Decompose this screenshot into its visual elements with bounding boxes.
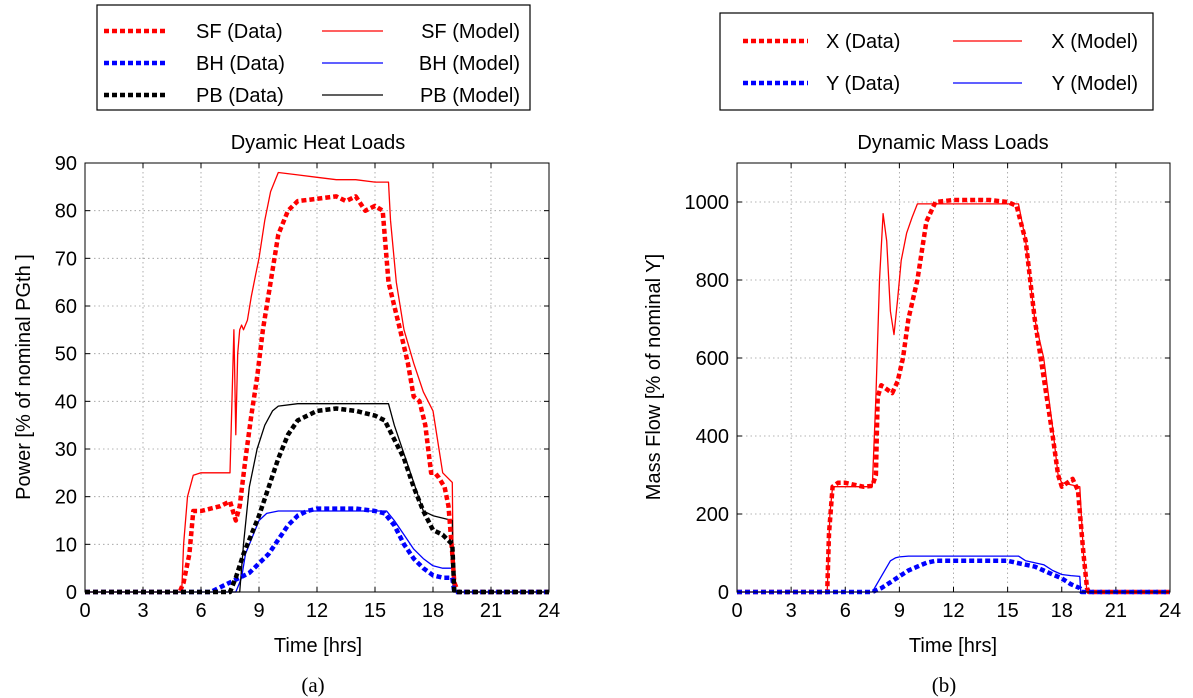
tick-labels: 0 3 6 9 12 15 18 21 24 0 200 400 600 800 1000 [685,192,1182,622]
series-line-x-data [737,197,1170,595]
legend-label: BH (Data) [196,53,285,75]
x-tick-label: 0 [79,600,90,622]
legend-label: PB (Data) [196,85,284,107]
legend-label: Y (Data) [826,73,900,95]
x-axis-label: Time [hrs] [909,635,997,657]
x-tick-label: 9 [894,600,905,622]
panel-caption: (a) [301,673,324,697]
y-tick-label: 50 [55,344,77,366]
x-tick-label: 24 [538,600,560,622]
series-group [737,197,1170,595]
legend: X (Data) Y (Data) X (Model) Y (Model) [743,31,1138,95]
legend-label: Y (Model) [1052,73,1138,95]
panel-caption: (b) [932,673,957,697]
y-tick-label: 600 [696,348,729,370]
legend: SF (Data) BH (Data) PB (Data) SF (Model) BH … [104,21,520,107]
y-tick-label: 40 [55,391,77,413]
x-tick-label: 21 [480,600,502,622]
x-tick-label: 3 [137,600,148,622]
x-tick-label: 12 [942,600,964,622]
legend-box [719,12,1154,111]
series-line-y-data [737,558,1170,595]
y-tick-label: 10 [55,534,77,556]
legend-label: SF (Model) [421,21,520,43]
series-line-pb-model [85,403,549,593]
x-tick-label: 24 [1159,600,1181,622]
series-line-sf-model [85,171,549,593]
series-line-pb-data [85,406,549,595]
chart-title: Dyamic Heat Loads [231,132,406,154]
x-tick-label: 21 [1105,600,1127,622]
y-axis-label: Power [% of nominal PGth ] [13,254,35,500]
x-tick-label: 0 [731,600,742,622]
x-tick-label: 15 [364,600,386,622]
legend-label: BH (Model) [419,53,520,75]
y-tick-label: 90 [55,153,77,175]
y-tick-label: 200 [696,504,729,526]
legend-label: X (Data) [826,31,900,53]
y-tick-label: 60 [55,296,77,318]
legend-label: X (Model) [1051,31,1138,53]
y-tick-label: 400 [696,426,729,448]
chart-panel-mass-loads: X (Data) Y (Data) X (Model) Y (Model) Dynam… [643,12,1182,697]
y-tick-label: 80 [55,201,77,223]
tick-labels: 0 3 6 9 12 15 18 21 24 0 10 20 30 40 50 60 70 80 90 [55,153,560,622]
y-tick-label: 70 [55,248,77,270]
legend-label: PB (Model) [420,85,520,107]
grid [736,163,1171,593]
x-tick-label: 15 [997,600,1019,622]
chart-title: Dynamic Mass Loads [857,132,1048,154]
x-tick-label: 18 [1051,600,1073,622]
series-line-y-model [737,555,1170,593]
plot-frame [736,162,1171,593]
x-tick-label: 18 [422,600,444,622]
y-axis-label: Mass Flow [% of nominal Y] [643,254,665,500]
y-tick-label: 0 [718,582,729,604]
legend-label: SF (Data) [196,21,283,43]
x-axis-label: Time [hrs] [274,635,362,657]
plot-frame [84,162,550,593]
y-tick-label: 1000 [685,192,730,214]
x-tick-label: 3 [786,600,797,622]
legend-box [96,4,531,111]
x-tick-label: 6 [195,600,206,622]
series-group [85,171,549,595]
series-line-sf-data [85,194,549,595]
x-tick-label: 9 [253,600,264,622]
y-tick-label: 0 [66,582,77,604]
y-tick-label: 20 [55,487,77,509]
series-line-bh-data [85,506,549,595]
y-tick-label: 800 [696,270,729,292]
x-tick-label: 6 [840,600,851,622]
chart-panel-heat-loads: SF (Data) BH (Data) PB (Data) SF (Model) BH … [13,4,560,697]
y-tick-label: 30 [55,439,77,461]
grid [84,162,550,593]
x-tick-label: 12 [306,600,328,622]
